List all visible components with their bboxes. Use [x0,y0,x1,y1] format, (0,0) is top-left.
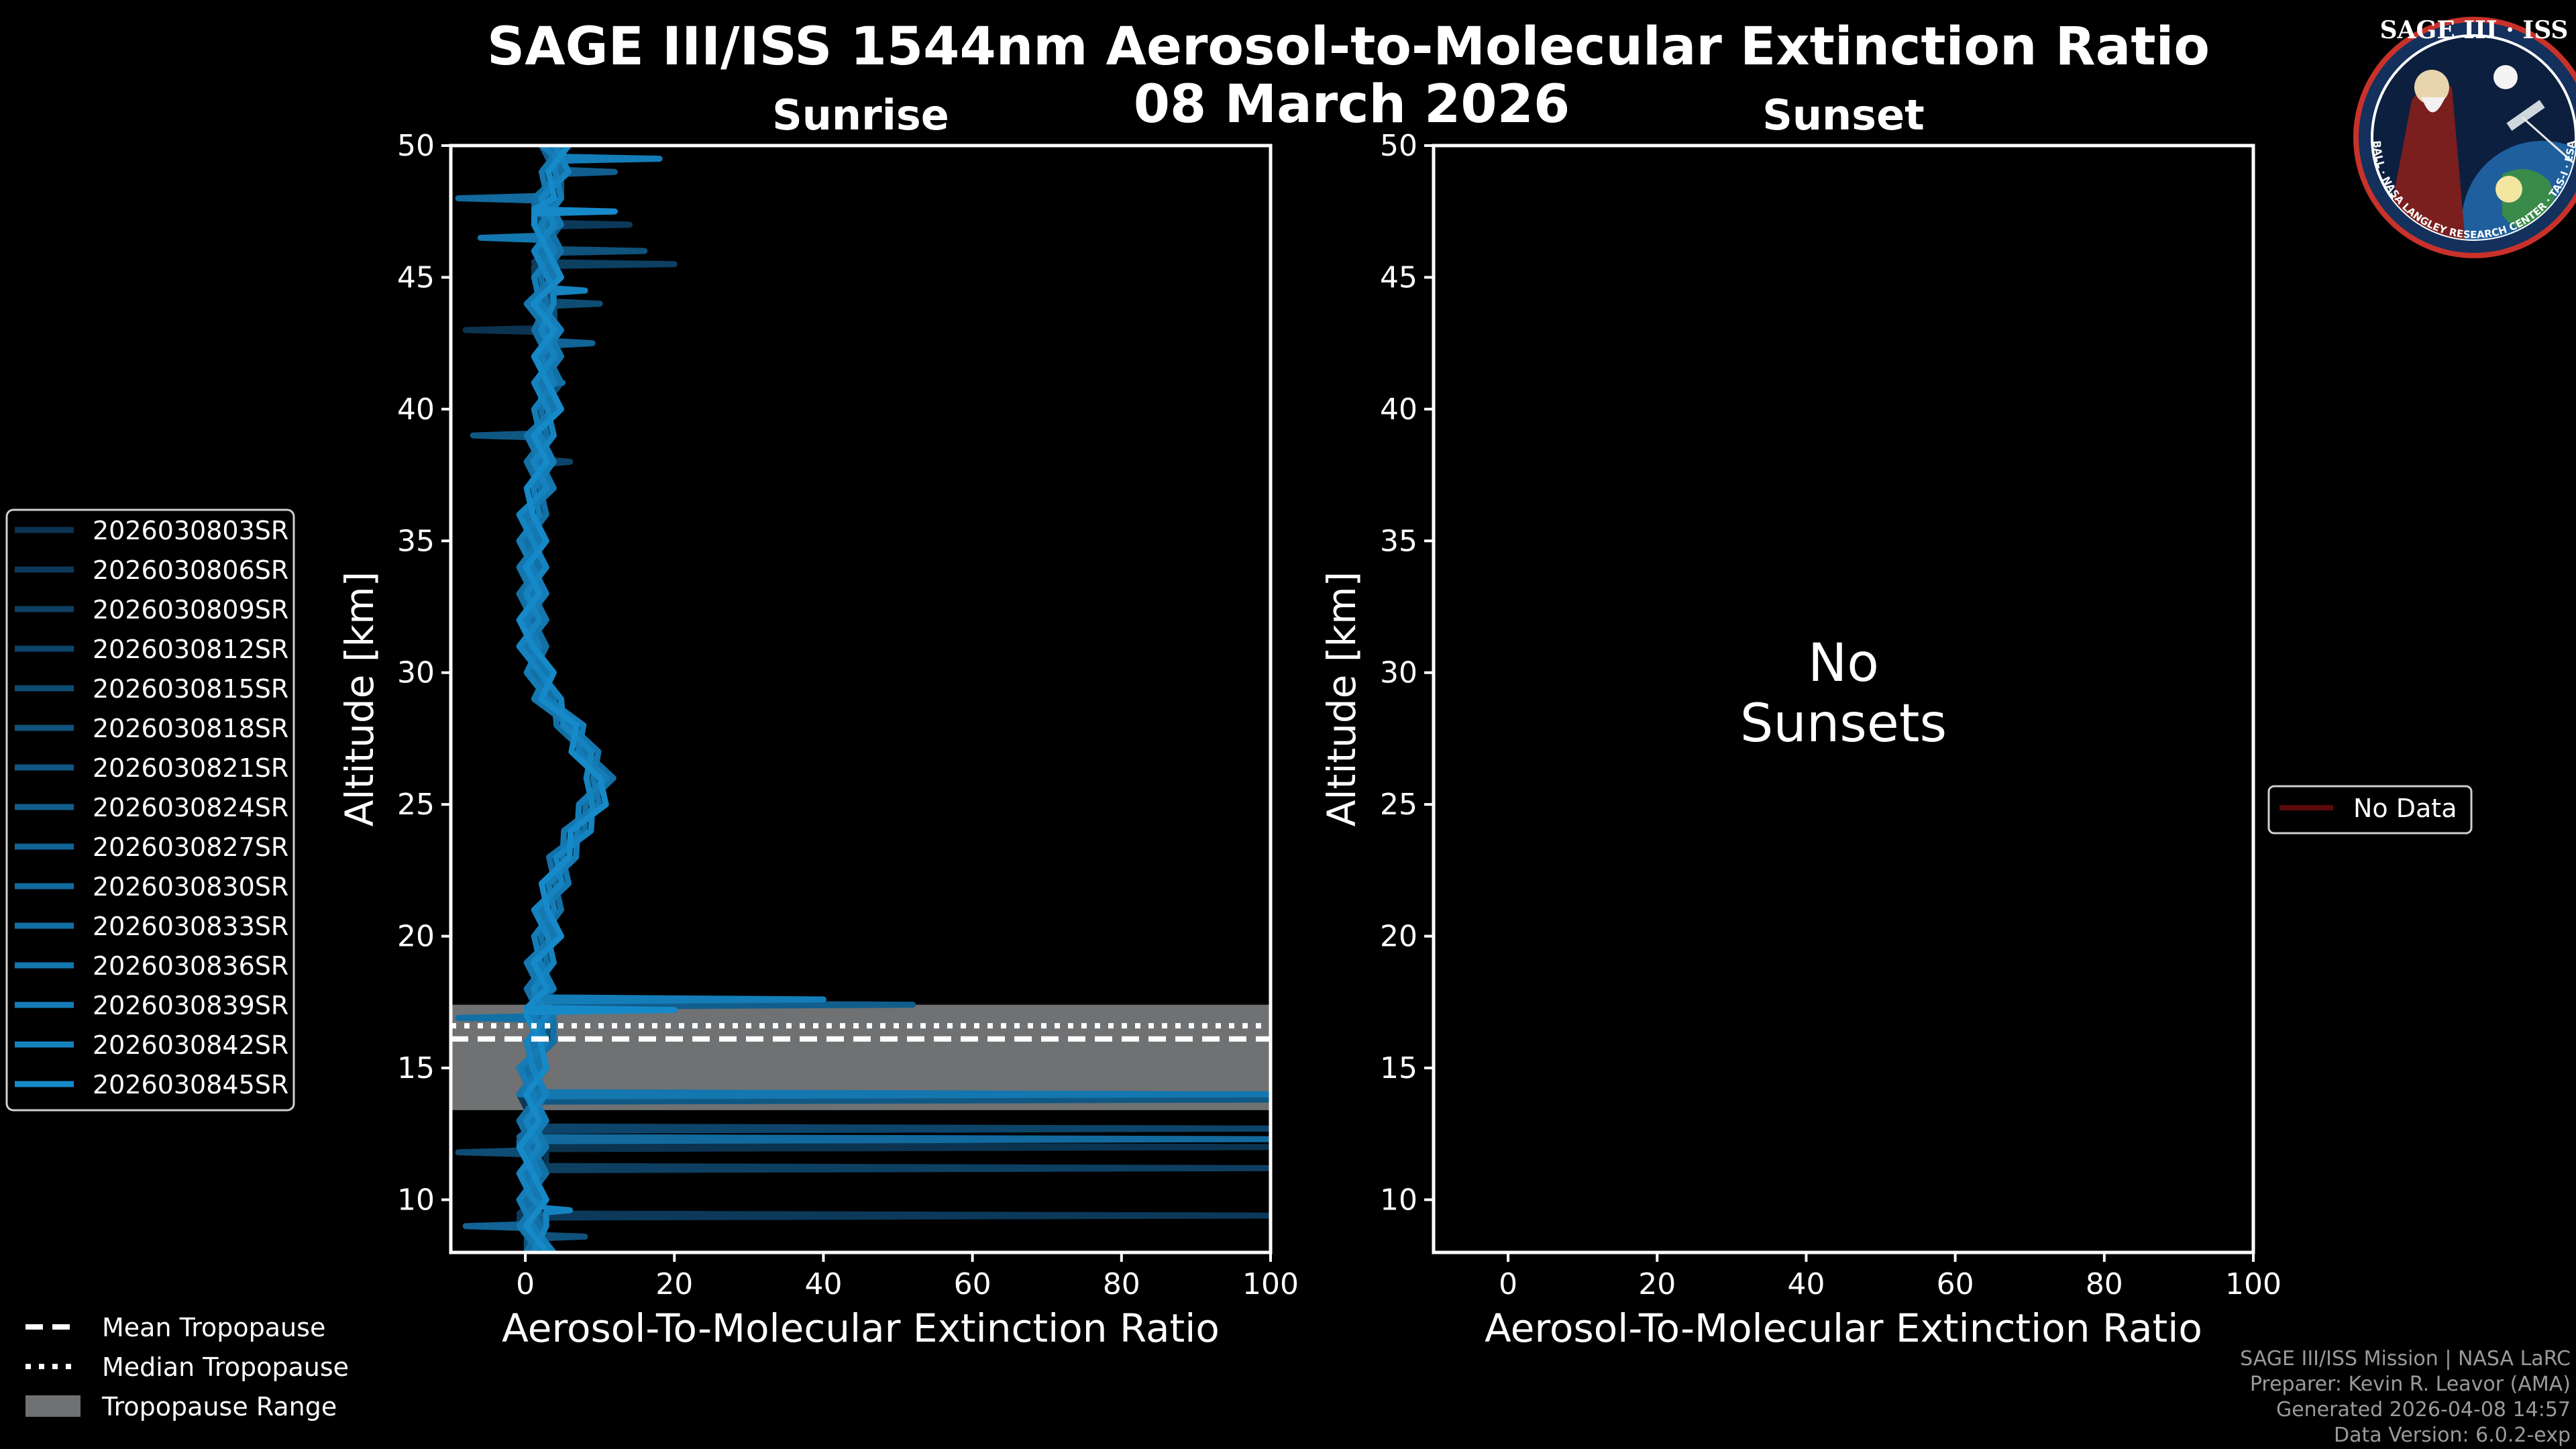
logo-figure-head [2414,70,2449,105]
sage-iii-iss-logo: SAGE III · ISS BALL · NASA LANGLEY RESEA… [2353,16,2576,258]
sunset-y-tick-label: 10 [1380,1183,1417,1217]
legend-label-2026030824SR: 2026030824SR [93,793,288,822]
legend-label-2026030803SR: 2026030803SR [93,516,288,545]
sunset-x-tick-label: 80 [2086,1267,2123,1301]
profile-line-2026030833SR [455,146,616,1252]
logo-figure-beard [2422,97,2445,113]
sunset-x-tick-label: 40 [1787,1267,1825,1301]
logo-sun [2496,176,2522,203]
sunset-y-tick-label: 40 [1380,392,1417,427]
legend-label-2026030809SR: 2026030809SR [93,595,288,625]
no-data-label: No Data [2353,794,2457,823]
sunrise-panel: Sunrise 0 20 40 60 80 100 101520253035404550 … [337,91,1299,1351]
logo-moon [2493,65,2518,89]
legend-label-2026030806SR: 2026030806SR [93,555,288,585]
profile-legend-frame [5,508,295,1112]
sunrise-y-tick-label: 15 [397,1051,435,1085]
sunset-y-tick-label: 35 [1380,524,1417,558]
logo-beam [2522,116,2576,172]
tropopause-legend: Mean Tropopause Median Tropopause Tropop… [25,1313,349,1421]
legend-label-2026030830SR: 2026030830SR [93,872,288,902]
sunrise-x-axis-label: Aerosol-To-Molecular Extinction Ratio [502,1305,1220,1351]
tropopause-range-swatch [25,1395,80,1417]
sunrise-y-tick-label: 35 [397,524,435,558]
legend-label-2026030836SR: 2026030836SR [93,951,288,981]
no-data-legend: No Data [2267,785,2473,835]
sunrise-y-tick-label: 50 [397,129,435,163]
sunrise-y-tick-label: 45 [397,260,435,294]
logo-title: SAGE III · ISS [2380,16,2569,44]
sunset-y-tick-label: 20 [1380,920,1417,954]
sunset-x-tick-label: 60 [1937,1267,1974,1301]
sunset-y-tick-label: 30 [1380,656,1417,690]
sunrise-panel-title: Sunrise [772,91,949,140]
sunset-y-tick-label: 50 [1380,129,1417,163]
sunrise-y-tick-label: 25 [397,788,435,822]
credit-line-4: Data Version: 6.0.2-exp [2334,1424,2571,1447]
tropopause-range-label: Tropopause Range [101,1392,337,1421]
legend-label-2026030818SR: 2026030818SR [93,714,288,743]
median-tropopause-label: Median Tropopause [102,1352,349,1382]
legend-label-2026030845SR: 2026030845SR [93,1070,288,1099]
legend-label-2026030821SR: 2026030821SR [93,753,288,783]
figure-date: 08 March 2026 [1134,74,1570,135]
logo-station [2506,100,2545,131]
credit-line-2: Preparer: Kevin R. Leavor (AMA) [2250,1373,2571,1396]
sunrise-plot-frame [449,144,1273,1254]
sunrise-y-tick-label: 40 [397,392,435,427]
profile-line-2026030842SR [516,146,596,1252]
logo-figure-robe [2385,83,2465,239]
credit-line-1: SAGE III/ISS Mission | NASA LaRC [2240,1347,2571,1371]
sunset-plot-frame [1432,144,2255,1254]
figure-title: SAGE III/ISS 1544nm Aerosol-to-Molecular… [487,17,2210,77]
legend-label-2026030833SR: 2026030833SR [93,912,288,941]
sunrise-x-tick-label: 20 [655,1267,693,1301]
sunrise-x-tick-label: 0 [516,1267,535,1301]
sunset-y-tick-label: 25 [1380,788,1417,822]
profile-legend: 2026030803SR 2026030806SR 2026030809SR 2026… [5,508,295,1112]
legend-label-2026030827SR: 2026030827SR [93,833,288,862]
sunset-x-tick-label: 100 [2225,1267,2282,1301]
sunrise-y-axis-label: Altitude [km] [337,572,382,826]
sunrise-y-tick-label: 20 [397,920,435,954]
sunrise-x-tick-label: 60 [954,1267,991,1301]
sunset-y-tick-label: 45 [1380,260,1417,294]
sunset-panel-title: Sunset [1762,91,1925,140]
sunrise-y-tick-label: 30 [397,656,435,690]
sunrise-y-tick-label: 10 [397,1183,435,1217]
sunrise-x-tick-label: 40 [804,1267,842,1301]
sunrise-x-tick-label: 100 [1242,1267,1299,1301]
sunset-y-axis-label: Altitude [km] [1319,572,1364,826]
legend-label-2026030839SR: 2026030839SR [93,991,288,1020]
no-sunsets-line1: No [1808,633,1879,694]
mean-tropopause-label: Mean Tropopause [102,1313,325,1342]
credits-block: SAGE III/ISS Mission | NASA LaRC Prepare… [2240,1347,2571,1447]
sunrise-x-tick-label: 80 [1103,1267,1140,1301]
sunset-x-tick-label: 20 [1638,1267,1676,1301]
sunset-x-axis-label: Aerosol-To-Molecular Extinction Ratio [1485,1305,2202,1351]
legend-label-2026030842SR: 2026030842SR [93,1030,288,1060]
legend-label-2026030812SR: 2026030812SR [93,635,288,664]
sunset-x-tick-label: 0 [1499,1267,1517,1301]
legend-label-2026030815SR: 2026030815SR [93,674,288,704]
sunset-y-tick-label: 15 [1380,1051,1417,1085]
credit-line-3: Generated 2026-04-08 14:57 [2276,1398,2571,1421]
no-data-legend-frame [2267,785,2473,835]
sunset-panel: Sunset 0 20 40 60 80 100 10 15 20 25 30 35 40 45 50 A… [1319,91,2282,1351]
no-sunsets-line2: Sunsets [1740,694,1947,754]
